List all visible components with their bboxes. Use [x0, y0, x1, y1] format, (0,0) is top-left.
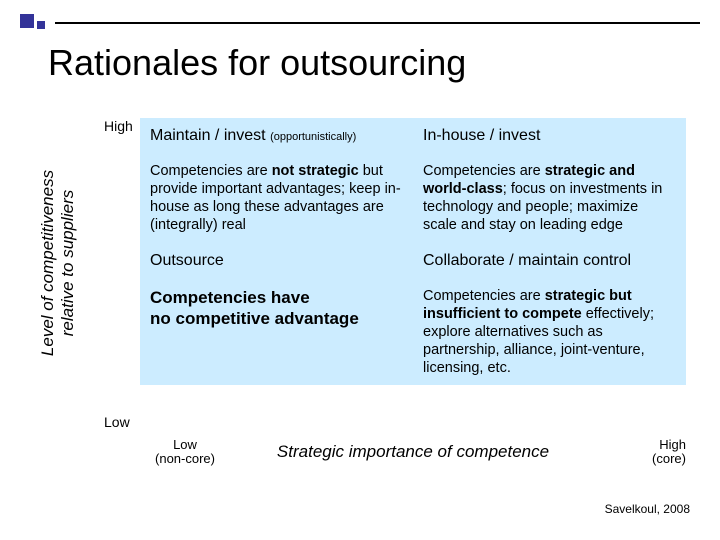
- attribution: Savelkoul, 2008: [605, 502, 690, 516]
- y-axis-label: Level of competitiveness relative to sup…: [38, 138, 98, 388]
- x-axis: Low(non-core) Strategic importance of co…: [140, 438, 686, 467]
- x-axis-high: High(core): [596, 438, 686, 467]
- y-axis-low: Low: [104, 414, 130, 430]
- quadrant-bottom-right-body: Competencies are strategic but insuffici…: [413, 283, 686, 382]
- page-title: Rationales for outsourcing: [48, 42, 466, 84]
- quadrant-bottom-left-body: Competencies have no competitive advanta…: [140, 283, 413, 382]
- slide-top-decoration: [20, 14, 53, 28]
- quadrant-bottom-left-header: Outsource: [140, 247, 413, 275]
- quadrant-top-left-body: Competencies are not strategic but provi…: [140, 158, 413, 239]
- x-axis-label: Strategic importance of competence: [277, 442, 549, 462]
- matrix-grid: Maintain / invest (opportunistically) In…: [140, 118, 686, 385]
- y-axis-high: High: [104, 118, 133, 134]
- x-axis-low: Low(non-core): [140, 438, 230, 467]
- quadrant-top-right-header: In-house / invest: [413, 122, 686, 150]
- quadrant-bottom-right-header: Collaborate / maintain control: [413, 247, 686, 275]
- quadrant-top-left-header: Maintain / invest (opportunistically): [140, 122, 413, 150]
- quadrant-top-right-body: Competencies are strategic and world-cla…: [413, 158, 686, 239]
- slide-top-rule: [55, 22, 700, 24]
